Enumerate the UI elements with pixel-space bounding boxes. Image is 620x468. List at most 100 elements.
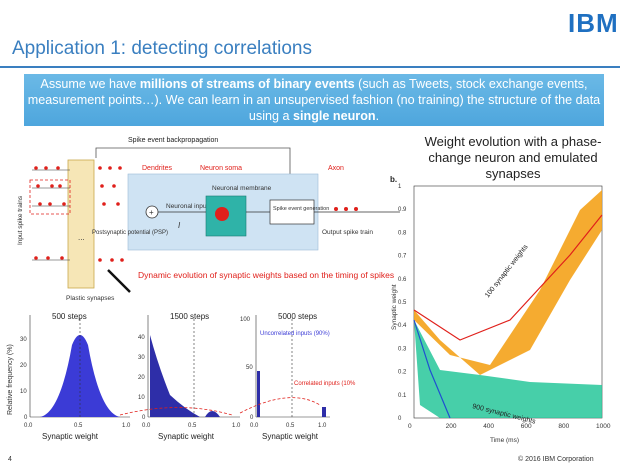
hist-ylabel: Relative frequency (%) <box>7 344 14 415</box>
hist-2-title: 1500 steps <box>170 312 209 321</box>
weight-ytick-5: 0.5 <box>398 300 407 306</box>
backprop-label: Spike event backpropagation <box>128 137 218 144</box>
lower-weight-band <box>414 320 602 418</box>
output-train-spikes <box>334 207 358 211</box>
input-trains-label: Input spike trains <box>17 195 24 245</box>
output-spike-row-3 <box>102 202 120 206</box>
hist-2-xtick-1: 0.5 <box>188 423 197 429</box>
soma-label: Neuron soma <box>200 165 242 172</box>
weight-ytick-3: 0.3 <box>398 346 407 352</box>
title-divider <box>0 66 620 68</box>
hist-1-xtick-2: 1.0 <box>122 423 131 429</box>
lower-weight-trace <box>413 319 451 419</box>
hist-1-xlabel: Synaptic weight <box>42 432 99 441</box>
input-symbol: I <box>178 221 181 230</box>
callout-bold-1: millions of streams of binary events <box>139 77 355 91</box>
callout-bold-2: single neuron <box>293 109 376 123</box>
hist-1-ytick-1: 10 <box>20 389 27 395</box>
ellipsis: ... <box>78 233 85 242</box>
migration-arrow-2 <box>239 397 321 414</box>
callout-text-3: . <box>375 109 380 123</box>
weight-plot: b. Synaptic weight Time (ms) 100 synapti… <box>390 175 611 444</box>
hist-1-ytick-3: 30 <box>20 337 27 343</box>
hist-panel-2: 1500 steps Synaptic weight 0 10 20 30 40… <box>138 312 241 441</box>
weight-ytick-7: 0.7 <box>398 254 407 260</box>
hist-3-ytick-2: 100 <box>240 317 251 323</box>
weight-plot-title: Weight evolution with a phase-change neu… <box>424 134 602 181</box>
hist-3-low-bar <box>257 371 260 417</box>
plastic-synapses-box <box>67 159 95 289</box>
weight-ytick-8: 0.8 <box>398 230 407 236</box>
hist-2-ytick-3: 30 <box>138 355 145 361</box>
weight-ytick-4: 0.4 <box>398 323 407 329</box>
copyright: © 2016 IBM Corporation <box>518 456 594 463</box>
migration-arrow-1 <box>119 407 233 416</box>
psp-label: Postsynaptic potential (PSP) <box>92 230 168 236</box>
hist-3-xtick-0: 0.0 <box>250 423 259 429</box>
panel-label: b. <box>390 175 397 184</box>
neuronal-input-label: Neuronal input <box>166 203 208 210</box>
weight-xtick-3: 600 <box>521 423 532 430</box>
weight-xtick-0: 0 <box>408 423 412 430</box>
dendrites-label: Dendrites <box>142 165 172 172</box>
plastic-synapses-label: Plastic synapses <box>66 295 115 302</box>
upper-weight-trace <box>413 214 603 341</box>
weight-ytick-2: 0.2 <box>398 370 407 376</box>
hist-panel-3: 5000 steps Synaptic weight 0 50 100 0.0 … <box>240 312 356 441</box>
slide-title: Application 1: detecting correlations <box>12 38 312 59</box>
callout-text-2: (such as Tweets, stock exchange events, … <box>27 77 601 123</box>
input-spike-row-1 <box>32 166 70 171</box>
weight-ytick-10: 1 <box>398 184 402 190</box>
spike-gen-box <box>269 199 315 225</box>
hist-1-ytick-0: 0 <box>24 415 28 421</box>
output-spike-row-1 <box>98 166 122 170</box>
hist-3-high-bar <box>322 407 326 417</box>
weight-xtick-5: 1000 <box>596 423 611 430</box>
ibm-logo: IBM <box>568 8 619 38</box>
correlated-highlight <box>29 179 71 215</box>
hist-2-xtick-2: 1.0 <box>232 423 241 429</box>
page-number: 4 <box>8 456 12 463</box>
hist-1-title: 500 steps <box>52 312 87 321</box>
weight-xtick-1: 200 <box>446 423 457 430</box>
dynamic-arrow <box>107 269 131 293</box>
upper-weight-band <box>414 190 602 375</box>
weight-xlabel: Time (ms) <box>490 437 519 444</box>
weight-xtick-4: 800 <box>558 423 569 430</box>
input-spike-row-2 <box>32 184 70 189</box>
spike-gen-label: Spike event generation <box>273 206 329 212</box>
hist-2-ytick-0: 0 <box>142 415 146 421</box>
callout-text-1: Assume we have <box>40 77 140 91</box>
hist-2-ytick-1: 10 <box>138 395 145 401</box>
hist-1-ytick-2: 20 <box>20 363 27 369</box>
histograms: Relative frequency (%) 500 steps Synapti… <box>7 312 356 441</box>
membrane-nucleus <box>215 207 229 221</box>
weight-ytick-0: 0 <box>398 416 402 422</box>
hist-2-tail <box>205 411 220 417</box>
hist-3-xtick-1: 0.5 <box>286 423 295 429</box>
weight-ytick-9: 0.9 <box>398 207 407 213</box>
hist-1-xtick-1: 0.5 <box>74 423 83 429</box>
dynamic-evolution-label: Dynamic evolution of synaptic weights ba… <box>138 270 394 280</box>
hist-2-xtick-0: 0.0 <box>142 423 151 429</box>
hist-3-xlabel: Synaptic weight <box>262 432 319 441</box>
uncorrelated-label: Uncorrelated inputs (90%) <box>260 331 330 337</box>
neuron-diagram: Spike event backpropagation Input spike … <box>17 137 400 302</box>
hist-2-bars <box>150 335 200 417</box>
hist-2-xlabel: Synaptic weight <box>158 432 215 441</box>
hist-2-ytick-4: 40 <box>138 335 145 341</box>
hist-3-title: 5000 steps <box>278 312 317 321</box>
weight-ylabel: Synaptic weight <box>391 284 398 330</box>
hist-3-ytick-1: 50 <box>246 365 253 371</box>
weight-ytick-6: 0.6 <box>398 277 407 283</box>
weight-xtick-2: 400 <box>483 423 494 430</box>
sum-symbol-text: + <box>149 208 154 217</box>
hist-1-xtick-0: 0.0 <box>24 423 33 429</box>
hist-3-ytick-0: 0 <box>250 415 254 421</box>
weight-ytick-1: 0.1 <box>398 393 407 399</box>
callout-box: Assume we have millions of streams of bi… <box>24 74 604 126</box>
output-spike-row-4 <box>98 258 124 262</box>
output-spike-row-2 <box>100 184 116 188</box>
weight-yticks: 0 0.1 0.2 0.3 0.4 0.5 0.6 0.7 0.8 0.9 1 <box>398 184 407 422</box>
input-spike-row-3 <box>32 202 70 207</box>
